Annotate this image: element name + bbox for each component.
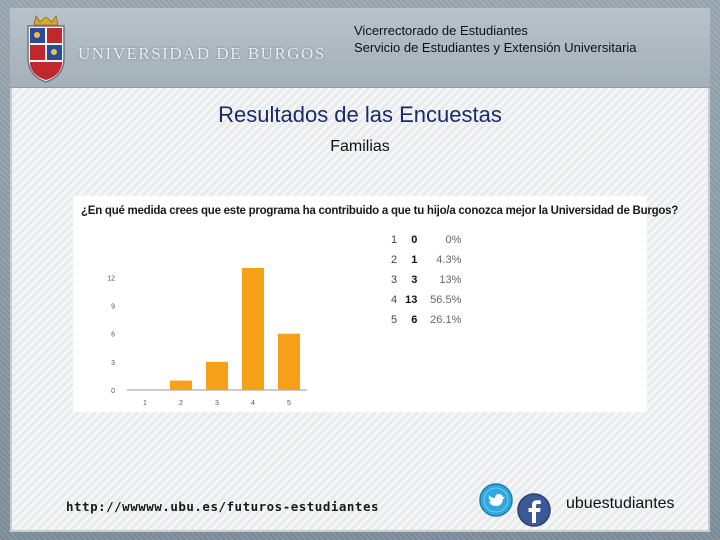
- page-title: Resultados de las Encuestas: [218, 102, 502, 127]
- results-percentage: 4.3%: [436, 254, 462, 266]
- y-tick-label: 12: [107, 275, 115, 282]
- results-table: 1 0 0% 2 1 4.3% 3 3 13% 4 13 56.5% 5 6 26.1%: [391, 230, 461, 330]
- university-crest-logo: [27, 14, 65, 83]
- bar-5: [278, 333, 300, 390]
- bar-3: [206, 361, 228, 390]
- results-row: 1 0 0%: [391, 230, 461, 250]
- chart-panel: ¿En qué medida crees que este programa h…: [73, 196, 678, 412]
- bar-4: [242, 268, 264, 390]
- chart-question-title: ¿En qué medida crees que este programa h…: [81, 205, 679, 217]
- twitter-icon[interactable]: [478, 482, 514, 518]
- results-percentage: 0%: [445, 234, 462, 246]
- y-tick-label: 0: [111, 388, 115, 395]
- y-tick-label: 3: [111, 360, 115, 367]
- header-text: Vicerrectorado de Estudiantes Servicio d…: [354, 22, 637, 56]
- results-row: 2 1 4.3%: [391, 250, 461, 270]
- results-count: 1: [411, 254, 418, 266]
- x-tick-label: 5: [287, 400, 291, 407]
- y-tick-label: 6: [111, 332, 115, 339]
- social-handle[interactable]: ubuestudiantes: [566, 495, 675, 512]
- y-tick-label: 9: [111, 304, 115, 311]
- university-name: UNIVERSIDAD DE BURGOS: [78, 44, 326, 63]
- header-line-vicerrectorado: Vicerrectorado de Estudiantes: [354, 23, 528, 38]
- x-tick-label: 1: [143, 400, 147, 407]
- results-option: 2: [391, 254, 398, 266]
- results-row: 3 3 13%: [391, 270, 461, 290]
- footer-url-link[interactable]: http://wwwww.ubu.es/futuros-estudiantes: [66, 499, 379, 514]
- results-row: 4 13 56.5%: [391, 290, 461, 310]
- x-tick-label: 3: [215, 400, 219, 407]
- results-count: 3: [411, 274, 418, 286]
- page-subtitle: Familias: [330, 138, 390, 155]
- results-count: 0: [411, 234, 418, 246]
- results-count: 6: [411, 314, 418, 326]
- facebook-icon[interactable]: [516, 492, 552, 528]
- bar-2: [170, 380, 192, 390]
- results-percentage: 56.5%: [430, 294, 462, 306]
- x-tick-label: 2: [179, 400, 183, 407]
- header-line-servicio: Servicio de Estudiantes y Extensión Univ…: [354, 40, 637, 55]
- results-count: 13: [405, 294, 418, 306]
- results-row: 5 6 26.1%: [391, 310, 461, 330]
- results-option: 1: [391, 234, 398, 246]
- x-tick-label: 4: [251, 400, 255, 407]
- results-option: 3: [391, 274, 398, 286]
- results-percentage: 13%: [439, 274, 462, 286]
- results-option: 4: [391, 294, 398, 306]
- results-percentage: 26.1%: [430, 314, 462, 326]
- results-option: 5: [391, 314, 398, 326]
- header-band: [10, 8, 710, 88]
